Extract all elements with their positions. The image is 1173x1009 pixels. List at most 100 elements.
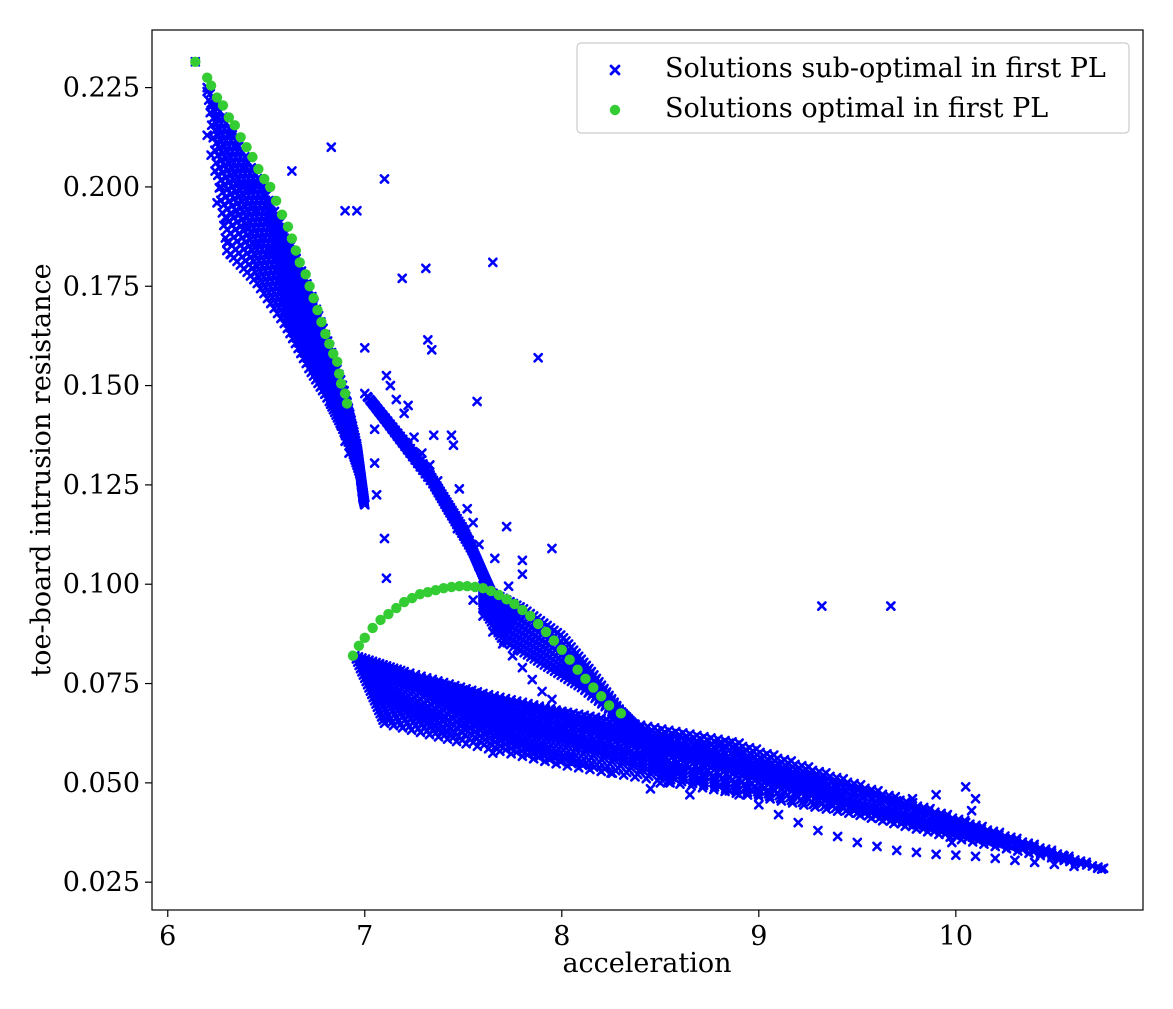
data-point-sub-optimal	[556, 706, 567, 717]
data-point-optimal	[564, 654, 575, 665]
data-point-sub-optimal	[960, 817, 971, 828]
data-point-sub-optimal	[403, 400, 414, 411]
data-point-sub-optimal	[694, 766, 705, 776]
data-point-sub-optimal	[655, 756, 666, 766]
data-point-optimal	[367, 622, 378, 634]
legend-cross-icon	[609, 64, 621, 76]
y-tick-label: 0.075	[63, 669, 140, 700]
data-point-sub-optimal	[635, 738, 646, 749]
data-point-sub-optimal	[798, 800, 809, 810]
data-point-sub-optimal	[212, 197, 222, 208]
data-point-sub-optimal	[714, 781, 725, 792]
data-point-sub-optimal	[212, 110, 222, 121]
data-point-optimal	[286, 233, 298, 244]
data-point-optimal	[438, 582, 449, 594]
data-point-sub-optimal	[424, 729, 435, 740]
data-point-sub-optimal	[809, 773, 819, 784]
data-point-optimal	[217, 100, 229, 111]
data-point-sub-optimal	[596, 730, 607, 741]
legend: Solutions sub-optimal in first PL Soluti…	[576, 42, 1130, 134]
data-point-sub-optimal	[251, 205, 262, 216]
data-point-sub-optimal	[497, 638, 508, 649]
data-point-optimal	[294, 257, 305, 268]
data-point-sub-optimal	[359, 342, 370, 353]
data-point-sub-optimal	[424, 460, 435, 470]
data-point-sub-optimal	[697, 782, 708, 793]
data-point-sub-optimal	[1059, 851, 1070, 862]
data-point-optimal	[454, 581, 465, 592]
data-point-sub-optimal	[415, 727, 426, 738]
y-tick-label: 0.100	[63, 569, 140, 600]
data-point-optimal	[603, 700, 615, 711]
data-point-optimal	[320, 328, 331, 340]
data-point-sub-optimal	[566, 714, 577, 725]
data-point-sub-optimal	[420, 263, 431, 274]
data-point-sub-optimal	[765, 793, 775, 804]
data-point-sub-optimal	[355, 476, 366, 486]
y-tick-label: 0.150	[63, 371, 140, 402]
data-point-sub-optimal	[832, 806, 843, 816]
data-point-sub-optimal	[527, 674, 538, 685]
data-point-sub-optimal	[694, 775, 705, 786]
data-point-sub-optimal	[231, 205, 242, 216]
data-point-sub-optimal	[320, 360, 331, 371]
data-point-optimal	[517, 604, 528, 616]
data-point-sub-optimal	[265, 245, 276, 256]
data-point-sub-optimal	[816, 601, 827, 611]
x-tick-label: 9	[750, 921, 767, 952]
data-point-sub-optimal	[742, 790, 753, 800]
data-point-sub-optimal	[885, 601, 896, 611]
data-point-sub-optimal	[547, 543, 557, 554]
data-point-sub-optimal	[285, 328, 295, 339]
data-point-optimal	[485, 585, 497, 597]
y-tick-label: 0.175	[63, 271, 140, 302]
data-point-sub-optimal	[891, 795, 902, 806]
data-point-optimal	[406, 592, 418, 604]
data-point-sub-optimal	[391, 394, 402, 405]
data-point-sub-optimal	[540, 756, 550, 767]
data-point-sub-optimal	[907, 793, 918, 804]
data-point-optimal	[333, 368, 345, 379]
data-point-sub-optimal	[277, 269, 287, 280]
data-point-sub-optimal	[941, 813, 951, 824]
data-point-sub-optimal	[312, 348, 323, 359]
data-point-sub-optimal	[221, 237, 232, 248]
data-point-sub-optimal	[326, 142, 337, 153]
data-point-sub-optimal	[442, 734, 453, 745]
data-point-sub-optimal	[517, 555, 528, 566]
data-point-sub-optimal	[344, 448, 354, 459]
data-point-sub-optimal	[257, 182, 268, 192]
data-point-sub-optimal	[950, 827, 961, 838]
data-point-sub-optimal	[714, 738, 725, 749]
data-point-optimal	[229, 120, 240, 131]
data-point-sub-optimal	[821, 804, 832, 814]
data-point-sub-optimal	[537, 738, 547, 749]
data-point-sub-optimal	[877, 815, 888, 826]
data-point-sub-optimal	[776, 795, 787, 806]
data-point-sub-optimal	[966, 805, 977, 816]
data-point-optimal	[235, 132, 246, 143]
data-point-optimal	[211, 92, 223, 103]
data-point-optimal	[525, 610, 536, 622]
data-point-sub-optimal	[734, 789, 745, 800]
data-point-sub-optimal	[241, 221, 252, 232]
data-point-optimal	[201, 72, 213, 83]
data-point-sub-optimal	[655, 758, 666, 768]
y-axis-label: toe-board intrusion resistance	[26, 263, 57, 676]
data-point-sub-optimal	[287, 333, 298, 344]
data-point-sub-optimal	[206, 150, 217, 161]
data-point-sub-optimal	[290, 277, 301, 288]
data-point-sub-optimal	[497, 730, 508, 741]
data-point-sub-optimal	[675, 779, 685, 789]
data-point-sub-optimal	[478, 698, 488, 709]
data-point-sub-optimal	[596, 766, 607, 777]
data-point-sub-optimal	[216, 182, 226, 192]
data-point-sub-optimal	[1001, 843, 1012, 854]
data-point-sub-optimal	[950, 850, 961, 861]
data-point-sub-optimal	[452, 523, 463, 534]
data-point-optimal	[588, 682, 599, 693]
data-point-sub-optimal	[357, 487, 368, 498]
data-point-sub-optimal	[501, 521, 512, 532]
data-point-sub-optimal	[537, 686, 547, 697]
data-point-sub-optimal	[889, 818, 899, 829]
